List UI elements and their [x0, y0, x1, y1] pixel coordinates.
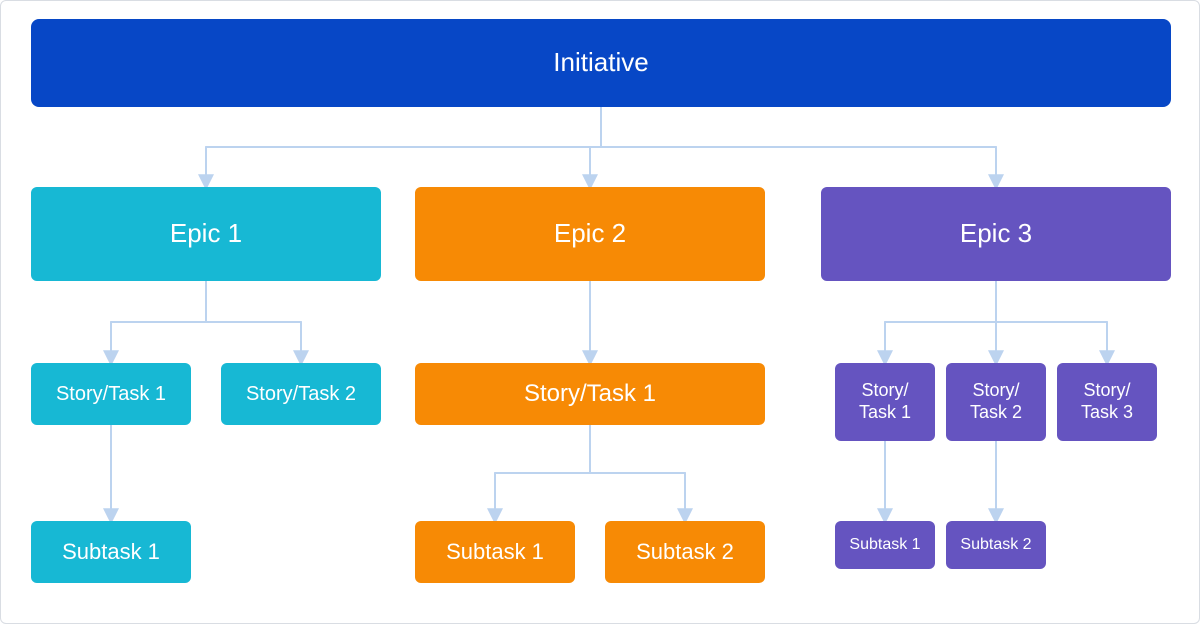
node-e2_sub2: Subtask 2: [605, 521, 765, 583]
node-e3_story2: Story/ Task 2: [946, 363, 1046, 441]
node-e3_story1: Story/ Task 1: [835, 363, 935, 441]
node-e3_story3: Story/ Task 3: [1057, 363, 1157, 441]
node-label: Story/Task 1: [56, 382, 166, 406]
node-label: Story/ Task 1: [859, 380, 911, 423]
node-label: Subtask 2: [636, 539, 734, 565]
node-e1_story2: Story/Task 2: [221, 363, 381, 425]
node-label: Subtask 1: [849, 535, 920, 554]
node-label: Story/ Task 3: [1081, 380, 1133, 423]
node-epic1: Epic 1: [31, 187, 381, 281]
node-e3_sub1: Subtask 1: [835, 521, 935, 569]
hierarchy-diagram: Initiative Epic 1 Epic 2 Epic 3 Story/Task 1…: [0, 0, 1200, 624]
node-label: Subtask 1: [446, 539, 544, 565]
node-label: Subtask 2: [960, 535, 1031, 554]
node-label: Epic 1: [170, 218, 242, 249]
node-label: Story/Task 2: [246, 382, 356, 406]
node-label: Story/Task 1: [524, 380, 656, 409]
node-epic3: Epic 3: [821, 187, 1171, 281]
node-label: Subtask 1: [62, 539, 160, 565]
node-e2_sub1: Subtask 1: [415, 521, 575, 583]
node-e1_sub1: Subtask 1: [31, 521, 191, 583]
node-label: Story/ Task 2: [970, 380, 1022, 423]
node-label: Epic 3: [960, 218, 1032, 249]
node-e1_story1: Story/Task 1: [31, 363, 191, 425]
node-e2_story1: Story/Task 1: [415, 363, 765, 425]
node-initiative: Initiative: [31, 19, 1171, 107]
node-label: Epic 2: [554, 218, 626, 249]
node-label: Initiative: [553, 47, 648, 78]
node-e3_sub2: Subtask 2: [946, 521, 1046, 569]
node-epic2: Epic 2: [415, 187, 765, 281]
